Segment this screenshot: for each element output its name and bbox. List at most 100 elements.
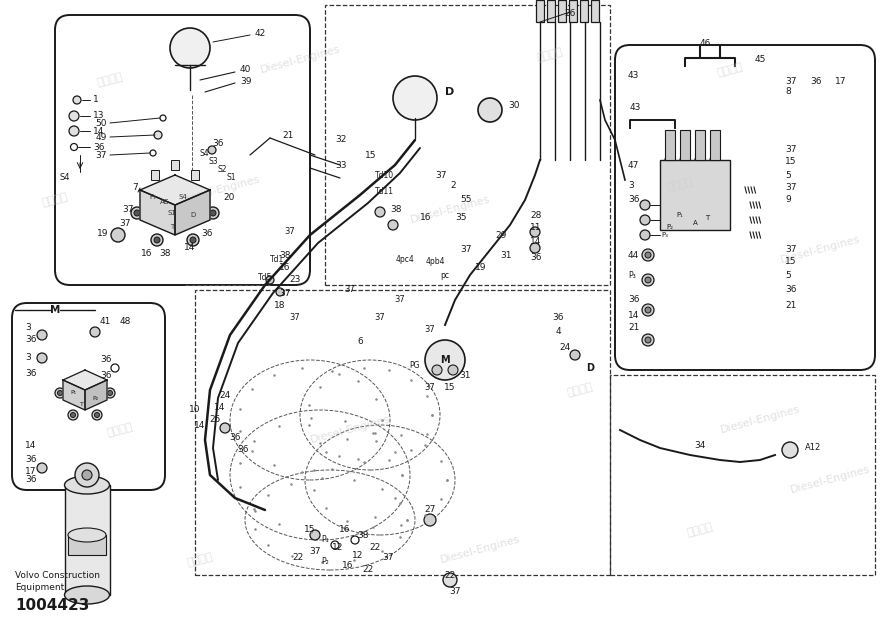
Text: 1: 1 — [93, 95, 99, 105]
Circle shape — [680, 155, 690, 165]
Text: 36: 36 — [201, 229, 213, 237]
Text: 37: 37 — [460, 245, 472, 255]
Text: 36: 36 — [785, 285, 797, 295]
Text: 紧发动力: 紧发动力 — [41, 192, 69, 208]
Text: 47: 47 — [628, 161, 639, 169]
Text: 4: 4 — [555, 328, 561, 336]
Text: 44: 44 — [628, 250, 639, 260]
Bar — [580, 0, 588, 22]
Text: Td11: Td11 — [375, 188, 394, 196]
Text: 29: 29 — [495, 231, 506, 239]
Circle shape — [191, 206, 199, 214]
Text: 16: 16 — [339, 525, 351, 535]
Text: 36: 36 — [530, 254, 541, 262]
Text: 28: 28 — [530, 211, 541, 219]
Circle shape — [375, 207, 385, 217]
Circle shape — [640, 215, 650, 225]
Circle shape — [432, 365, 442, 375]
Bar — [65, 485, 110, 595]
Circle shape — [782, 442, 798, 458]
Circle shape — [530, 243, 540, 253]
Circle shape — [151, 206, 159, 214]
Text: 24: 24 — [219, 391, 231, 399]
Text: 21: 21 — [282, 130, 294, 140]
Bar — [680, 130, 690, 160]
Text: 37: 37 — [425, 384, 435, 392]
Text: Diesel-Engines: Diesel-Engines — [259, 44, 341, 75]
Text: 紧发动力: 紧发动力 — [106, 422, 134, 438]
Circle shape — [37, 463, 47, 473]
Text: 19: 19 — [475, 264, 487, 272]
Text: 37: 37 — [309, 548, 320, 556]
Text: 36: 36 — [238, 445, 248, 455]
Bar — [151, 170, 159, 180]
Text: T: T — [705, 215, 709, 221]
Text: 37: 37 — [785, 184, 797, 193]
Text: 37: 37 — [122, 206, 134, 214]
Text: 22: 22 — [369, 543, 381, 553]
Text: 19: 19 — [96, 229, 108, 237]
Text: P₂: P₂ — [321, 558, 329, 566]
Text: 26: 26 — [564, 9, 576, 19]
Text: P₂: P₂ — [667, 224, 674, 230]
Text: 36: 36 — [100, 371, 111, 379]
Text: 10: 10 — [190, 406, 201, 414]
Text: 紧发动力: 紧发动力 — [186, 552, 214, 568]
Text: 39: 39 — [240, 77, 252, 85]
Text: 37: 37 — [285, 227, 295, 237]
Text: 50: 50 — [95, 118, 107, 128]
Text: Diesel-Engines: Diesel-Engines — [719, 404, 801, 435]
Text: 12: 12 — [332, 543, 344, 553]
Circle shape — [94, 412, 100, 417]
Text: 31: 31 — [500, 250, 512, 260]
Bar — [665, 130, 675, 160]
Circle shape — [388, 220, 398, 230]
Circle shape — [68, 410, 78, 420]
Text: S1: S1 — [226, 173, 236, 183]
Text: 16: 16 — [420, 214, 432, 222]
Circle shape — [55, 388, 65, 398]
Circle shape — [73, 96, 81, 104]
Circle shape — [695, 155, 705, 165]
Polygon shape — [63, 380, 85, 410]
Circle shape — [448, 365, 458, 375]
Text: 37: 37 — [95, 151, 107, 159]
Text: Diesel-Engines: Diesel-Engines — [309, 414, 391, 445]
Circle shape — [90, 327, 100, 337]
Text: 33: 33 — [335, 161, 346, 169]
Circle shape — [58, 391, 62, 396]
Circle shape — [642, 249, 654, 261]
Text: P₁: P₁ — [70, 391, 76, 396]
Text: 21: 21 — [628, 323, 639, 333]
Circle shape — [478, 98, 502, 122]
Text: AC: AC — [160, 199, 170, 205]
Circle shape — [642, 304, 654, 316]
Circle shape — [154, 237, 160, 243]
Circle shape — [443, 573, 457, 587]
Text: 15: 15 — [785, 257, 797, 267]
Text: 15: 15 — [304, 525, 316, 535]
Text: 36: 36 — [230, 434, 241, 442]
Polygon shape — [85, 380, 107, 410]
Text: P₃: P₃ — [628, 270, 635, 280]
Circle shape — [310, 530, 320, 540]
Text: 37: 37 — [382, 553, 393, 563]
Circle shape — [710, 155, 720, 165]
Circle shape — [642, 334, 654, 346]
Text: 11: 11 — [530, 224, 541, 232]
Text: 22: 22 — [362, 566, 374, 574]
Circle shape — [111, 228, 125, 242]
Bar — [536, 0, 544, 22]
Text: 32: 32 — [335, 135, 346, 145]
Text: S4: S4 — [60, 173, 70, 183]
Circle shape — [570, 350, 580, 360]
Text: 27: 27 — [425, 505, 436, 515]
Text: 17: 17 — [25, 467, 36, 477]
Text: 8: 8 — [785, 87, 790, 97]
Polygon shape — [140, 190, 175, 235]
Text: 紧发动力: 紧发动力 — [96, 72, 124, 88]
Text: 紧发动力: 紧发动力 — [666, 177, 694, 193]
Circle shape — [645, 337, 651, 343]
Text: M: M — [441, 355, 449, 365]
Text: 31: 31 — [459, 371, 471, 379]
